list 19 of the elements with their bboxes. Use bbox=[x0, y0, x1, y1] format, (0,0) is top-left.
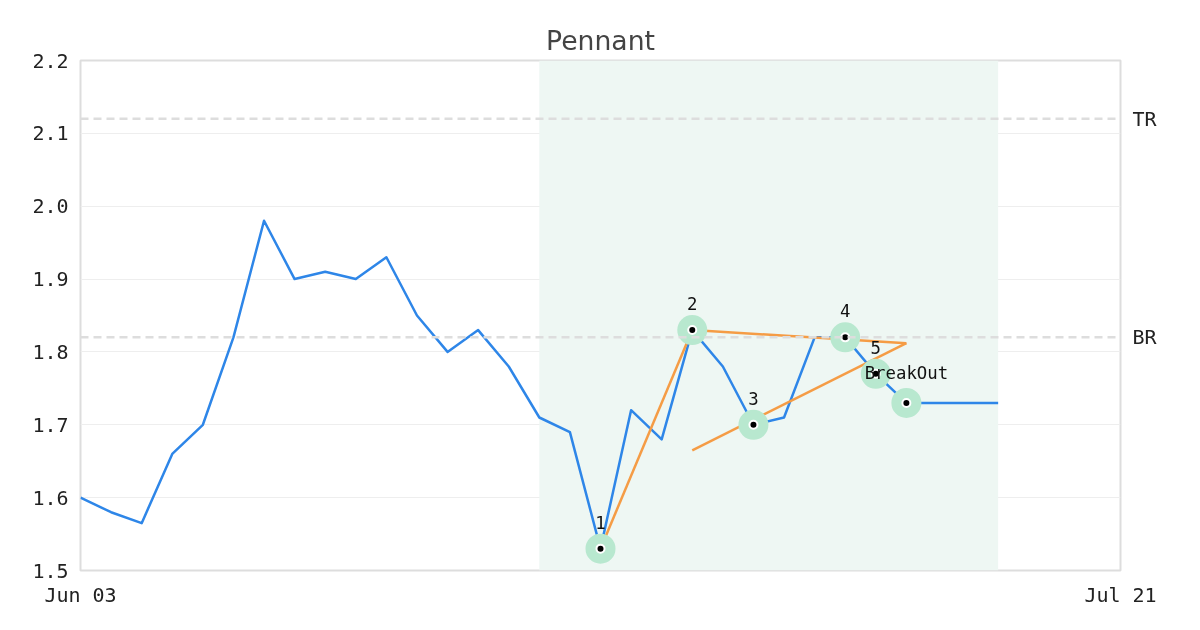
y-tick-label: 2.1 bbox=[32, 121, 69, 146]
y-tick-label: 2.2 bbox=[32, 48, 69, 73]
annotation: 4 bbox=[839, 301, 851, 322]
annotation: BreakOut bbox=[864, 362, 949, 383]
ref-line-label: BR bbox=[1132, 325, 1158, 350]
y-tick-label: 2.0 bbox=[32, 194, 69, 219]
y-tick-label: 1.6 bbox=[32, 485, 69, 510]
y-tick-label: 1.5 bbox=[32, 558, 69, 583]
y-tick-label: 1.8 bbox=[32, 339, 69, 364]
annotation: 5 bbox=[870, 337, 882, 358]
x-tick-label: Jun 03 bbox=[44, 582, 117, 607]
annotation: 2 bbox=[687, 294, 698, 315]
y-tick-label: 1.7 bbox=[32, 412, 69, 437]
y-tick-label: 1.9 bbox=[32, 267, 69, 292]
chart-title: Pennant bbox=[546, 24, 655, 56]
ref-line-label: TR bbox=[1132, 106, 1158, 131]
annotation: 1 bbox=[595, 512, 606, 533]
annotation: 3 bbox=[748, 388, 759, 409]
x-tick-label: Jul 21 bbox=[1084, 582, 1157, 607]
